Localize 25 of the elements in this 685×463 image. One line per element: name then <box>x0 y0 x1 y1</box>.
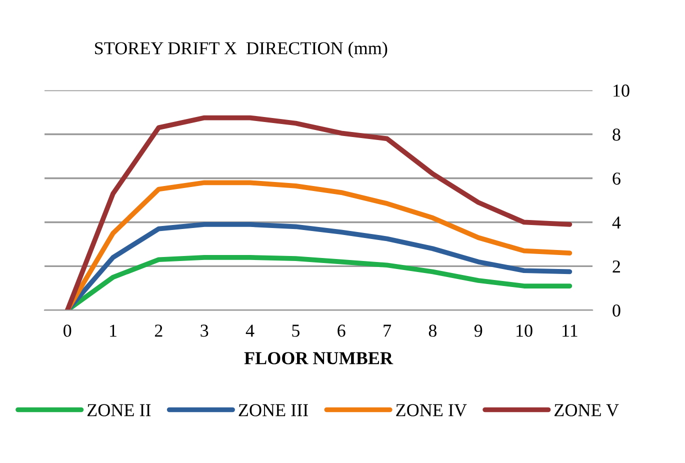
x-tick-label: 0 <box>64 324 72 337</box>
x-tick-label: 10 <box>516 324 532 337</box>
y-tick-label: 4 <box>612 216 621 229</box>
x-tick-label: 7 <box>384 324 392 337</box>
x-tick-label: 4 <box>246 324 254 337</box>
x-tick-label: 5 <box>292 324 300 337</box>
y-tick-label: 0 <box>612 304 620 317</box>
y-tick-label: 8 <box>612 128 620 141</box>
legend-label: ZONE III <box>238 404 308 416</box>
legend-label: ZONE V <box>554 404 619 416</box>
x-tick-label: 6 <box>338 324 346 337</box>
chart-title: STOREY DRIFT X DIRECTION (mm) <box>95 42 388 58</box>
line-series <box>64 115 572 310</box>
x-tick-label: 11 <box>562 324 578 337</box>
y-tick-label: 10 <box>614 84 630 97</box>
y-tick-label: 6 <box>612 172 620 185</box>
y-tick-label: 2 <box>612 260 620 272</box>
legend-label: ZONE II <box>87 404 151 416</box>
x-axis-title: FLOOR NUMBER <box>244 352 394 364</box>
x-tick-label: 8 <box>428 324 437 337</box>
legend-label: ZONE IV <box>396 404 467 416</box>
x-tick-label: 3 <box>200 324 208 337</box>
x-tick-label: 2 <box>154 324 162 337</box>
x-tick-label: 1 <box>110 324 116 337</box>
x-tick-label: 9 <box>474 324 482 337</box>
